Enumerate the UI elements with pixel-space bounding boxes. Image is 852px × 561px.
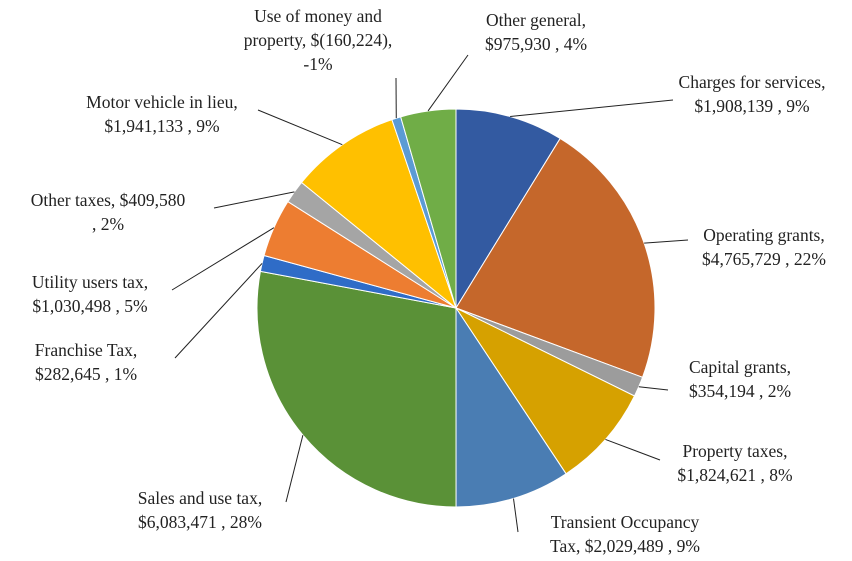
pie-slice [454, 306, 636, 475]
leader-line [171, 227, 275, 291]
data-label: property, $(160,224), [244, 30, 393, 50]
data-label: Other general, [486, 10, 586, 30]
data-label: -1% [303, 54, 332, 74]
data-label: Operating grants, [703, 225, 825, 245]
leader-line [605, 438, 661, 461]
data-label: Charges for services, [679, 72, 826, 92]
data-label: Tax, $2,029,489 , 9% [550, 536, 700, 556]
leader-line [174, 263, 263, 359]
pie-slice [256, 270, 457, 508]
leader-line [644, 239, 689, 244]
data-label: $1,824,621 , 8% [677, 465, 792, 485]
leader-line [427, 54, 469, 112]
leader-line [213, 191, 295, 209]
data-label: $282,645 , 1% [35, 364, 137, 384]
data-label: $1,941,133 , 9% [104, 116, 219, 136]
data-label: Capital grants, [689, 357, 791, 377]
data-label: $4,765,729 , 22% [702, 249, 826, 269]
data-label: Franchise Tax, [35, 340, 137, 360]
data-label: Utility users tax, [32, 272, 148, 292]
data-label: $354,194 , 2% [689, 381, 791, 401]
data-label: $1,030,498 , 5% [32, 296, 147, 316]
data-label: , 2% [92, 214, 124, 234]
data-label: Motor vehicle in lieu, [86, 92, 238, 112]
data-label: Sales and use tax, [138, 488, 262, 508]
data-label: Use of money and [254, 6, 382, 26]
pie-slice [455, 306, 567, 508]
leader-line [510, 99, 674, 117]
leader-line [638, 386, 669, 391]
data-label: Other taxes, $409,580 [31, 190, 186, 210]
data-label: Transient Occupancy [551, 512, 700, 532]
leader-line [513, 498, 519, 533]
data-label: Property taxes, [683, 441, 788, 461]
data-label: $975,930 , 4% [485, 34, 587, 54]
data-label: $6,083,471 , 28% [138, 512, 262, 532]
data-label: $1,908,139 , 9% [694, 96, 809, 116]
leader-line [257, 109, 343, 146]
leader-line [285, 434, 304, 503]
pie-slice [300, 118, 458, 310]
pie-slice [400, 108, 457, 309]
